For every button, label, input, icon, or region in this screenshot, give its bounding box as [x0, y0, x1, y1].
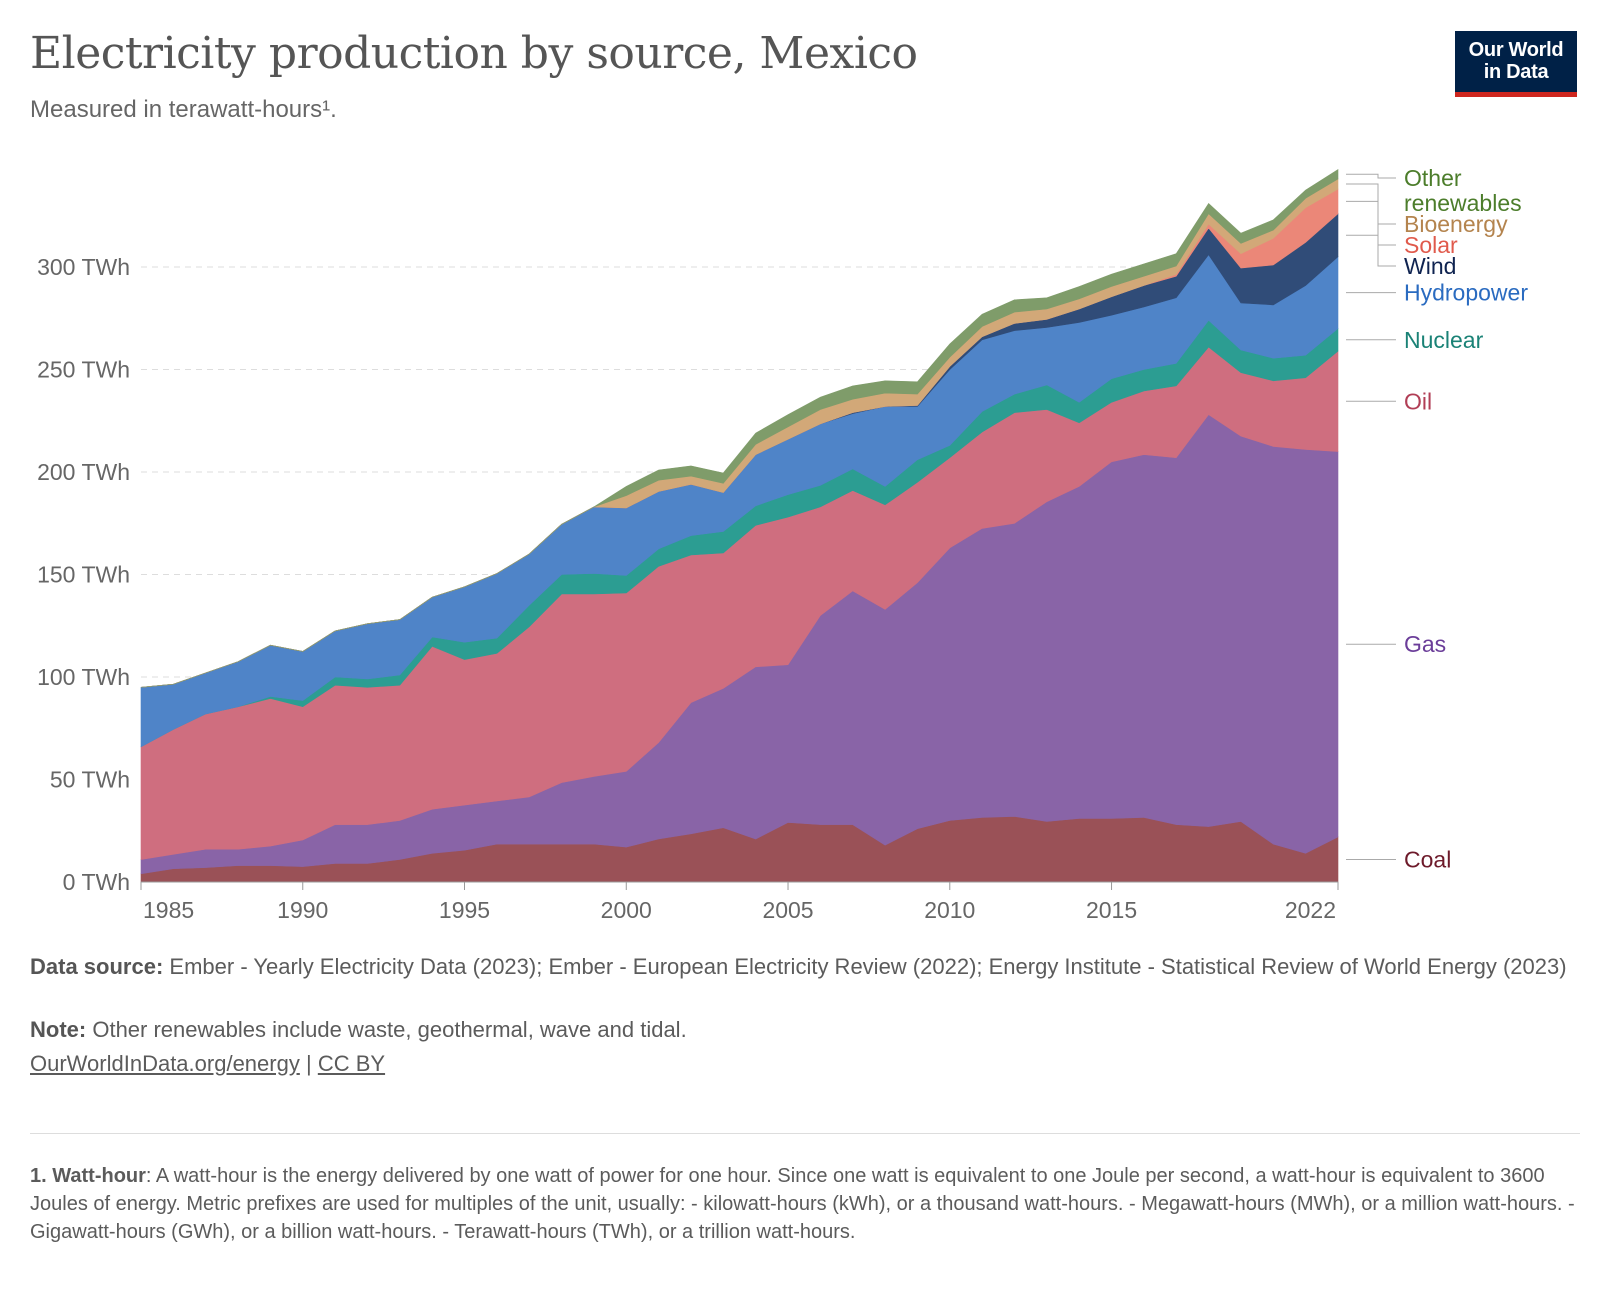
legend-coal[interactable]: Coal	[1346, 846, 1451, 872]
y-tick-label: 0 TWh	[63, 869, 130, 895]
legend-oil[interactable]: Oil	[1346, 388, 1432, 414]
footnote-label: 1. Watt-hour	[30, 1165, 146, 1187]
footnote-text: : A watt-hour is the energy delivered by…	[30, 1165, 1575, 1243]
data-source-text: Ember - Yearly Electricity Data (2023); …	[169, 954, 1567, 979]
note-text: Other renewables include waste, geotherm…	[92, 1017, 687, 1042]
link-separator: |	[305, 1051, 312, 1076]
legend-leader	[1346, 183, 1396, 225]
legend-solar[interactable]: Solar	[1346, 200, 1458, 258]
footnote: 1. Watt-hour: A watt-hour is the energy …	[30, 1162, 1580, 1246]
legend-leader	[1346, 200, 1396, 246]
y-tick-label: 250 TWh	[37, 357, 130, 383]
chart-title: Electricity production by source, Mexico	[30, 28, 918, 79]
y-tick-label: 50 TWh	[50, 767, 130, 793]
legend-nuclear[interactable]: Nuclear	[1346, 327, 1484, 353]
legend-hydropower[interactable]: Hydropower	[1346, 280, 1528, 306]
legend-wind[interactable]: Wind	[1346, 234, 1456, 279]
legend-leader	[1346, 234, 1396, 267]
x-tick-label: 1990	[277, 897, 328, 923]
x-tick-label: 1995	[439, 897, 490, 923]
legend-label: Other renewables	[1404, 165, 1522, 216]
owid-energy-link[interactable]: OurWorldInData.org/energy	[30, 1051, 300, 1076]
x-tick-label: 1985	[143, 897, 194, 923]
y-tick-label: 100 TWh	[37, 664, 130, 690]
note-label: Note:	[30, 1017, 87, 1042]
footer-divider	[30, 1133, 1580, 1134]
area-other-renewables[interactable]	[140, 169, 1339, 688]
legend-label: Hydropower	[1404, 280, 1528, 306]
legend-label: Coal	[1404, 846, 1451, 872]
legend-label: Gas	[1404, 631, 1446, 657]
chart-note: Note: Other renewables include waste, ge…	[30, 1015, 1570, 1045]
legend-label: Nuclear	[1404, 327, 1484, 353]
license-link[interactable]: CC BY	[317, 1051, 386, 1076]
legend-label: Bioenergy	[1404, 211, 1508, 237]
data-source: Data source: Ember - Yearly Electricity …	[30, 952, 1570, 982]
chart-subtitle: Measured in terawatt-hours¹.	[30, 96, 337, 123]
legend-other-renewables[interactable]: Other renewables	[1346, 165, 1522, 216]
chart-links: OurWorldInData.org/energy | CC BY	[30, 1049, 1570, 1079]
area-chart: 0 TWh 50 TWh 100 TWh 150 TWh 200 TWh 250 TWh 3…	[37, 165, 1528, 923]
y-tick-label: 200 TWh	[37, 459, 130, 485]
x-tick-label: 2022	[1285, 897, 1336, 923]
data-source-label: Data source:	[30, 954, 164, 979]
legend-label: Solar	[1404, 232, 1458, 258]
x-tick-label: 2010	[924, 897, 975, 923]
y-tick-label: 300 TWh	[37, 254, 130, 280]
owid-logo[interactable]: Our World in Data	[1455, 31, 1577, 97]
legend-leader	[1346, 173, 1396, 179]
legend-label: Wind	[1404, 253, 1456, 279]
y-tick-label: 150 TWh	[37, 562, 130, 588]
x-tick-label: 2000	[601, 897, 652, 923]
legend-gas[interactable]: Gas	[1346, 631, 1446, 657]
logo-line-1: Our World	[1468, 39, 1564, 61]
legend-label: Oil	[1404, 388, 1432, 414]
x-tick-label: 2005	[762, 897, 813, 923]
x-tick-label: 2015	[1086, 897, 1137, 923]
logo-line-2: in Data	[1483, 61, 1549, 83]
legend-bioenergy[interactable]: Bioenergy	[1346, 183, 1508, 237]
